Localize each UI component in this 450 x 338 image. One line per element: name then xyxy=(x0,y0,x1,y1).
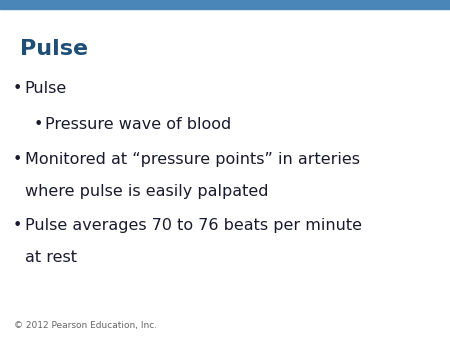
Text: at rest: at rest xyxy=(25,250,77,265)
Text: Pulse averages 70 to 76 beats per minute: Pulse averages 70 to 76 beats per minute xyxy=(25,218,362,233)
Text: Pulse: Pulse xyxy=(20,39,88,59)
Bar xyxy=(0,0,450,9)
Text: •: • xyxy=(13,152,22,167)
Text: Pulse: Pulse xyxy=(25,81,67,96)
Text: •: • xyxy=(34,117,43,131)
Text: Pressure wave of blood: Pressure wave of blood xyxy=(45,117,231,131)
Text: Monitored at “pressure points” in arteries: Monitored at “pressure points” in arteri… xyxy=(25,152,360,167)
Text: where pulse is easily palpated: where pulse is easily palpated xyxy=(25,184,268,199)
Text: © 2012 Pearson Education, Inc.: © 2012 Pearson Education, Inc. xyxy=(14,320,157,330)
Text: •: • xyxy=(13,81,22,96)
Text: •: • xyxy=(13,218,22,233)
